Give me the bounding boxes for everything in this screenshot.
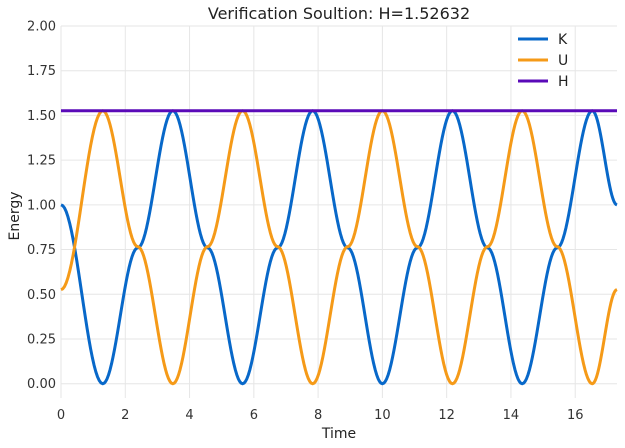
y-tick-label: 1.00 <box>27 198 56 213</box>
y-tick-label: 1.75 <box>27 64 56 79</box>
series-line-k <box>60 109 618 386</box>
x-tick-label: 16 <box>567 408 584 423</box>
y-tick-label: 2.00 <box>27 20 56 35</box>
legend-label-u: U <box>558 53 568 69</box>
y-tick-label: 1.25 <box>27 154 56 169</box>
y-tick-label: 0.50 <box>27 288 56 303</box>
x-tick-label: 4 <box>185 408 193 423</box>
x-axis-ticks: 0 2 4 6 8 10 12 14 16 <box>57 408 584 423</box>
y-tick-label: 1.50 <box>27 109 56 124</box>
y-axis-label: Energy <box>7 191 23 240</box>
series-line-u <box>60 109 618 386</box>
legend: KUH <box>518 32 569 90</box>
y-tick-label: 0.75 <box>27 243 56 258</box>
x-tick-label: 14 <box>503 408 520 423</box>
x-tick-label: 2 <box>121 408 129 423</box>
x-tick-label: 0 <box>57 408 65 423</box>
y-axis-ticks: 0.00 0.25 0.50 0.75 1.00 1.25 1.50 1.75 2.00 <box>27 20 56 393</box>
x-tick-label: 8 <box>314 408 322 423</box>
legend-label-h: H <box>558 74 569 90</box>
x-tick-label: 12 <box>438 408 455 423</box>
legend-label-k: K <box>558 32 568 48</box>
chart-title: Verification Soultion: H=1.52632 <box>208 4 470 23</box>
series-layer <box>60 109 618 386</box>
x-tick-label: 10 <box>374 408 391 423</box>
y-tick-label: 0.25 <box>27 332 56 347</box>
x-tick-label: 6 <box>250 408 258 423</box>
y-tick-label: 0.00 <box>27 377 56 392</box>
x-axis-label: Time <box>321 426 356 442</box>
grid <box>60 25 617 398</box>
